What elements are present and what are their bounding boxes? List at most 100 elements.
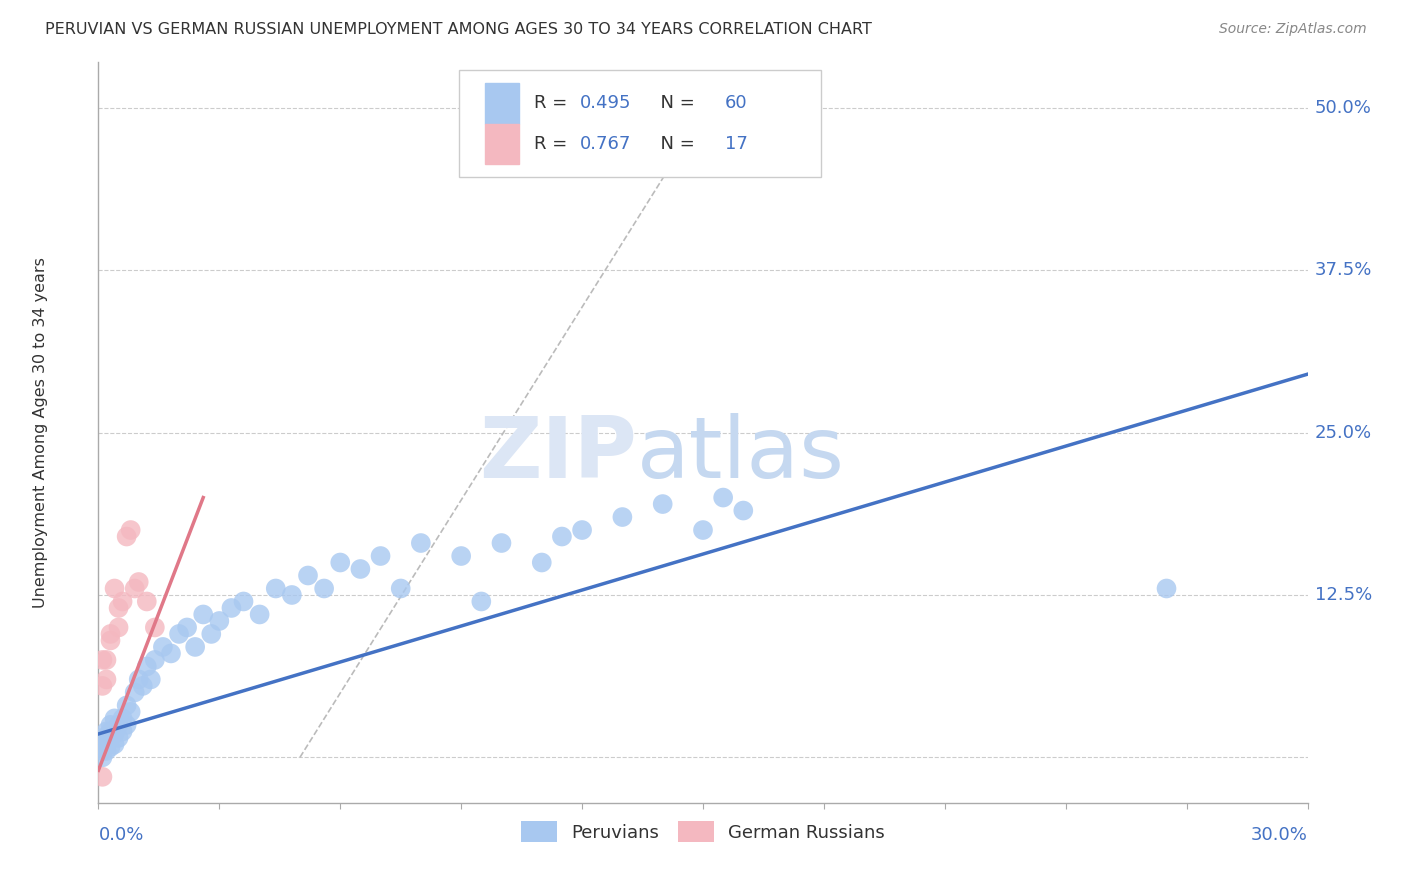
Point — [571, 523, 593, 537]
Point — [264, 582, 287, 596]
Point — [160, 647, 183, 661]
Point — [120, 523, 142, 537]
Point — [232, 594, 254, 608]
Point — [91, 731, 114, 745]
Point — [111, 711, 134, 725]
Point — [450, 549, 472, 563]
Point — [135, 659, 157, 673]
Point — [193, 607, 215, 622]
Point — [409, 536, 432, 550]
Point — [297, 568, 319, 582]
Point — [551, 529, 574, 543]
Point — [115, 718, 138, 732]
Point — [208, 614, 231, 628]
Point — [96, 673, 118, 687]
Point — [91, 744, 114, 758]
Point — [281, 588, 304, 602]
Point — [96, 653, 118, 667]
Text: 25.0%: 25.0% — [1315, 424, 1372, 442]
Bar — [485, 83, 519, 123]
Point — [96, 744, 118, 758]
Point — [103, 737, 125, 751]
Point — [132, 679, 155, 693]
Point — [91, 737, 114, 751]
Text: R =: R = — [534, 135, 572, 153]
Point — [128, 673, 150, 687]
Bar — [485, 123, 519, 164]
Text: 60: 60 — [724, 95, 748, 112]
Point — [329, 556, 352, 570]
Point — [103, 582, 125, 596]
Point — [370, 549, 392, 563]
Point — [651, 497, 673, 511]
Text: 0.495: 0.495 — [579, 95, 631, 112]
Point — [120, 705, 142, 719]
Point — [128, 574, 150, 589]
Point — [124, 582, 146, 596]
Point — [711, 491, 734, 505]
Point — [111, 594, 134, 608]
Point — [100, 718, 122, 732]
Text: 0.767: 0.767 — [579, 135, 631, 153]
Point — [314, 582, 336, 596]
Point — [143, 653, 166, 667]
Point — [612, 510, 634, 524]
Point — [692, 523, 714, 537]
Legend: Peruvians, German Russians: Peruvians, German Russians — [513, 814, 893, 849]
Point — [349, 562, 371, 576]
Point — [470, 594, 492, 608]
Point — [530, 556, 553, 570]
Point — [100, 731, 122, 745]
Point — [91, 653, 114, 667]
FancyBboxPatch shape — [458, 70, 821, 178]
Point — [184, 640, 207, 654]
Text: 17: 17 — [724, 135, 748, 153]
Point — [176, 620, 198, 634]
Point — [167, 627, 190, 641]
Point — [91, 750, 114, 764]
Point — [107, 718, 129, 732]
Point — [124, 685, 146, 699]
Point — [143, 620, 166, 634]
Point — [103, 727, 125, 741]
Point — [389, 582, 412, 596]
Point — [139, 673, 162, 687]
Text: Source: ZipAtlas.com: Source: ZipAtlas.com — [1219, 22, 1367, 37]
Point — [91, 679, 114, 693]
Point — [651, 127, 673, 141]
Point — [100, 724, 122, 739]
Point — [221, 601, 243, 615]
Text: ZIP: ZIP — [479, 413, 637, 496]
Point — [100, 739, 122, 754]
Point — [103, 711, 125, 725]
Point — [100, 633, 122, 648]
Point — [107, 731, 129, 745]
Point — [96, 737, 118, 751]
Point — [491, 536, 513, 550]
Text: Unemployment Among Ages 30 to 34 years: Unemployment Among Ages 30 to 34 years — [32, 257, 48, 608]
Point — [115, 698, 138, 713]
Point — [249, 607, 271, 622]
Point — [115, 529, 138, 543]
Point — [96, 724, 118, 739]
Text: PERUVIAN VS GERMAN RUSSIAN UNEMPLOYMENT AMONG AGES 30 TO 34 YEARS CORRELATION CH: PERUVIAN VS GERMAN RUSSIAN UNEMPLOYMENT … — [45, 22, 872, 37]
Text: 50.0%: 50.0% — [1315, 99, 1372, 117]
Text: 0.0%: 0.0% — [98, 826, 143, 844]
Point — [91, 770, 114, 784]
Point — [111, 724, 134, 739]
Point — [152, 640, 174, 654]
Point — [107, 601, 129, 615]
Point — [1156, 582, 1178, 596]
Point — [200, 627, 222, 641]
Point — [107, 620, 129, 634]
Text: R =: R = — [534, 95, 572, 112]
Text: N =: N = — [648, 135, 700, 153]
Text: atlas: atlas — [637, 413, 845, 496]
Point — [733, 503, 755, 517]
Text: 12.5%: 12.5% — [1315, 586, 1372, 604]
Text: 37.5%: 37.5% — [1315, 261, 1372, 279]
Point — [100, 627, 122, 641]
Point — [135, 594, 157, 608]
Text: N =: N = — [648, 95, 700, 112]
Text: 30.0%: 30.0% — [1251, 826, 1308, 844]
